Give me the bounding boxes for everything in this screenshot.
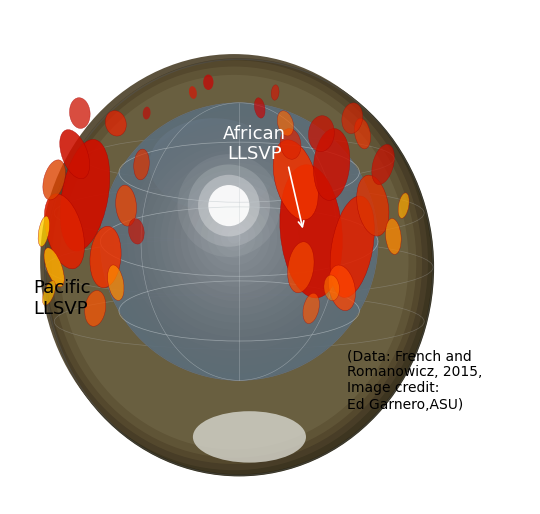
Ellipse shape (324, 275, 340, 301)
Ellipse shape (277, 111, 294, 136)
Circle shape (127, 130, 349, 352)
Ellipse shape (273, 140, 318, 220)
Ellipse shape (189, 86, 197, 99)
Circle shape (100, 103, 378, 380)
Ellipse shape (303, 293, 319, 324)
Circle shape (227, 230, 241, 244)
Circle shape (120, 123, 356, 359)
Ellipse shape (314, 128, 350, 200)
Ellipse shape (386, 218, 401, 254)
Circle shape (214, 216, 255, 258)
Ellipse shape (90, 226, 121, 288)
Circle shape (154, 156, 320, 323)
Ellipse shape (193, 411, 306, 463)
Circle shape (201, 203, 270, 272)
Ellipse shape (280, 128, 301, 159)
Circle shape (208, 185, 249, 226)
Ellipse shape (328, 265, 355, 310)
Ellipse shape (60, 130, 90, 179)
Text: Pacific
LLSVP: Pacific LLSVP (33, 279, 91, 318)
Ellipse shape (134, 149, 149, 180)
Ellipse shape (85, 290, 106, 326)
Ellipse shape (288, 242, 314, 293)
Circle shape (187, 190, 285, 287)
Circle shape (198, 175, 260, 236)
Ellipse shape (357, 175, 389, 236)
Ellipse shape (308, 116, 334, 152)
Ellipse shape (116, 185, 137, 226)
Text: (Data: French and
Romanowicz, 2015,
Image credit:
Ed Garnero,ASU): (Data: French and Romanowicz, 2015, Imag… (347, 349, 482, 412)
Circle shape (188, 164, 270, 247)
Circle shape (114, 116, 363, 366)
Ellipse shape (143, 107, 151, 119)
Ellipse shape (45, 59, 433, 475)
Circle shape (174, 176, 299, 301)
Text: African
LLSVP: African LLSVP (223, 124, 286, 163)
Ellipse shape (271, 85, 279, 100)
Ellipse shape (203, 75, 213, 90)
Circle shape (207, 210, 263, 265)
Ellipse shape (149, 118, 278, 211)
Circle shape (107, 109, 371, 373)
Circle shape (180, 183, 292, 294)
Ellipse shape (107, 265, 124, 301)
Ellipse shape (40, 54, 428, 470)
Ellipse shape (330, 196, 374, 298)
Circle shape (134, 136, 342, 344)
Circle shape (140, 143, 335, 337)
Circle shape (221, 223, 248, 251)
Ellipse shape (43, 160, 65, 200)
Ellipse shape (342, 103, 363, 134)
Ellipse shape (129, 218, 144, 244)
Circle shape (160, 163, 313, 316)
Ellipse shape (44, 194, 84, 269)
Ellipse shape (354, 118, 370, 149)
Ellipse shape (105, 111, 126, 136)
Ellipse shape (59, 75, 409, 449)
Circle shape (194, 196, 277, 280)
Ellipse shape (46, 60, 422, 464)
Ellipse shape (44, 248, 64, 287)
Ellipse shape (398, 193, 409, 218)
Ellipse shape (60, 139, 110, 251)
Circle shape (100, 103, 378, 380)
Ellipse shape (52, 66, 416, 458)
Ellipse shape (280, 164, 342, 298)
Ellipse shape (70, 98, 90, 128)
Ellipse shape (43, 281, 56, 305)
Ellipse shape (254, 98, 265, 118)
Ellipse shape (372, 144, 394, 185)
Circle shape (178, 154, 280, 257)
Circle shape (147, 150, 328, 330)
Circle shape (167, 170, 306, 308)
Ellipse shape (38, 216, 50, 247)
